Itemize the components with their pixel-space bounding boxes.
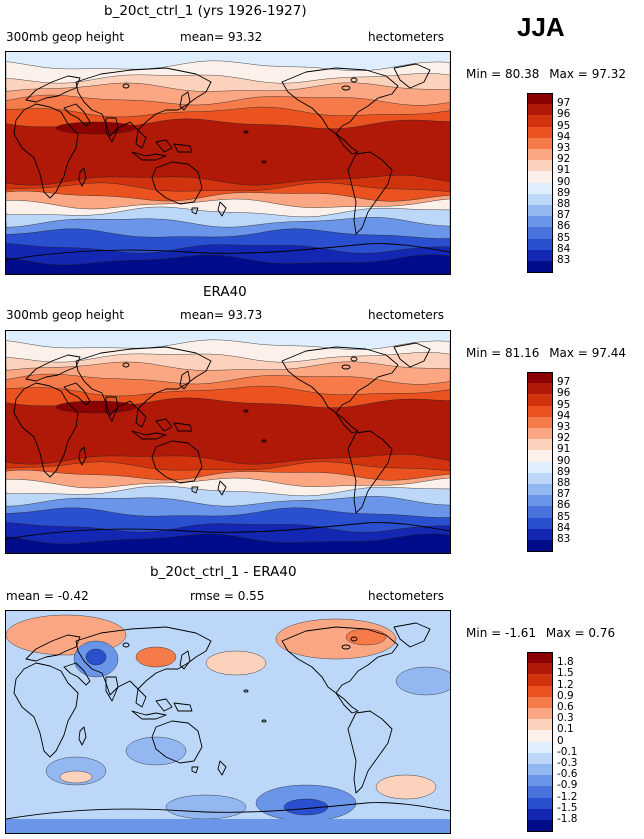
- colorbar-level-label: 0.1: [557, 723, 574, 736]
- colorbar-level-label: 86: [557, 499, 571, 512]
- colorbar-level-label: 97: [557, 376, 571, 389]
- panel-3-colorbar: 1.8 1.5 1.2 0.9 0.6 0.3 0.1 0 -0.1 -0.3 -0.6 -0.9 -1…: [527, 652, 607, 833]
- colorbar-level-label: 92: [557, 153, 571, 166]
- colorbar-swatch: [527, 540, 553, 553]
- panel-3-mean-label: mean = -0.42: [6, 589, 89, 603]
- colorbar-level-label: 93: [557, 421, 571, 433]
- colorbar-level-label: 94: [557, 409, 571, 422]
- panel-3-title: b_20ct_ctrl_1 - ERA40: [150, 564, 297, 580]
- panel-2-map: [5, 330, 451, 554]
- colorbar-level-label: 87: [557, 209, 571, 222]
- colorbar-level-label: 89: [557, 186, 571, 199]
- panel-1-variable-label: 300mb geop height: [6, 30, 125, 44]
- colorbar-level-label: 86: [557, 220, 571, 233]
- panel-2-colorbar: 97 96 95 94 93 92 91 90 89 88 87 86 85 84 83: [527, 372, 607, 553]
- panel-2-units-label: hectometers: [368, 308, 444, 322]
- colorbar-level-label: 85: [557, 231, 571, 244]
- colorbar-level-label: 97: [557, 97, 571, 110]
- colorbar-level-label: 1.2: [557, 678, 574, 691]
- colorbar-level-label: 84: [557, 242, 571, 255]
- colorbar-level-label: 95: [557, 398, 571, 411]
- colorbar-swatch: [527, 261, 553, 274]
- panel-1-units-label: hectometers: [368, 30, 444, 44]
- colorbar-level-label: 93: [557, 142, 571, 154]
- colorbar-level-label: 95: [557, 119, 571, 132]
- panel-1-title: b_20ct_ctrl_1 (yrs 1926-1927): [104, 3, 307, 19]
- colorbar-level-label: 87: [557, 488, 571, 501]
- panel-3-max-value: 0.76: [588, 626, 616, 640]
- panel-3-minmax: Min = -1.61 Max = 0.76: [466, 626, 615, 640]
- panel-3-max-label: Max =: [545, 626, 585, 640]
- colorbar-level-label: -1.2: [557, 790, 578, 803]
- colorbar-level-label: 83: [557, 533, 571, 545]
- colorbar-level-label: 90: [557, 454, 571, 467]
- panel-3-min-value: -1.61: [505, 626, 537, 640]
- season-label: JJA: [517, 12, 565, 42]
- colorbar-level-label: 88: [557, 477, 571, 489]
- panel-2-minmax: Min = 81.16 Max = 97.44: [466, 346, 626, 360]
- panel-2-max-label: Max =: [549, 346, 588, 360]
- colorbar-level-label: 0.6: [557, 701, 574, 713]
- panel-1-colorbar: 97 96 95 94 93 92 91 90 89 88 87 86 85 84 83: [527, 93, 607, 274]
- colorbar-level-label: -0.1: [557, 745, 578, 758]
- colorbar-level-label: 83: [557, 254, 571, 266]
- colorbar-level-label: 91: [557, 443, 571, 456]
- panel-2-min-label: Min =: [466, 346, 502, 360]
- colorbar-level-label: 88: [557, 198, 571, 210]
- panel-1-minmax: Min = 80.38 Max = 97.32: [466, 67, 626, 81]
- colorbar-level-label: -1.5: [557, 801, 578, 814]
- panel-2-mean-label: mean= 93.73: [180, 308, 263, 322]
- panel-1-min-label: Min =: [466, 67, 502, 81]
- panel-1-min-value: 80.38: [505, 67, 540, 81]
- panel-1-mean-label: mean= 93.32: [180, 30, 263, 44]
- colorbar-level-label: 92: [557, 432, 571, 445]
- colorbar-level-label: 0: [557, 734, 564, 747]
- panel-2-min-value: 81.16: [505, 346, 540, 360]
- colorbar-swatch: [527, 820, 553, 833]
- colorbar-level-label: 84: [557, 521, 571, 534]
- colorbar-level-label: -0.9: [557, 779, 578, 792]
- panel-1-max-label: Max =: [549, 67, 588, 81]
- colorbar-level-label: 94: [557, 130, 571, 143]
- colorbar-level-label: -0.6: [557, 768, 578, 781]
- colorbar-level-label: 0.3: [557, 712, 574, 725]
- panel-1-map: [5, 51, 451, 275]
- colorbar-level-label: 1.5: [557, 667, 574, 680]
- panel-1-max-value: 97.32: [591, 67, 627, 81]
- panel-2-variable-label: 300mb geop height: [6, 308, 125, 322]
- panel-3-min-label: Min =: [466, 626, 502, 640]
- panel-3-map: [5, 610, 451, 834]
- panel-3-rmse-label: rmse = 0.55: [190, 589, 265, 603]
- colorbar-level-label: 91: [557, 164, 571, 177]
- colorbar-level-label: 0.9: [557, 689, 574, 702]
- colorbar-level-label: 96: [557, 108, 571, 121]
- panel-2-title: ERA40: [203, 284, 247, 300]
- colorbar-level-label: 89: [557, 465, 571, 478]
- colorbar-level-label: 96: [557, 387, 571, 400]
- colorbar-level-label: 85: [557, 510, 571, 523]
- panel-3-units-label: hectometers: [368, 589, 444, 603]
- colorbar-level-label: -1.8: [557, 813, 578, 825]
- colorbar-level-label: 90: [557, 175, 571, 188]
- colorbar-level-label: 1.8: [557, 656, 574, 669]
- colorbar-level-label: -0.3: [557, 757, 578, 769]
- panel-2-max-value: 97.44: [591, 346, 627, 360]
